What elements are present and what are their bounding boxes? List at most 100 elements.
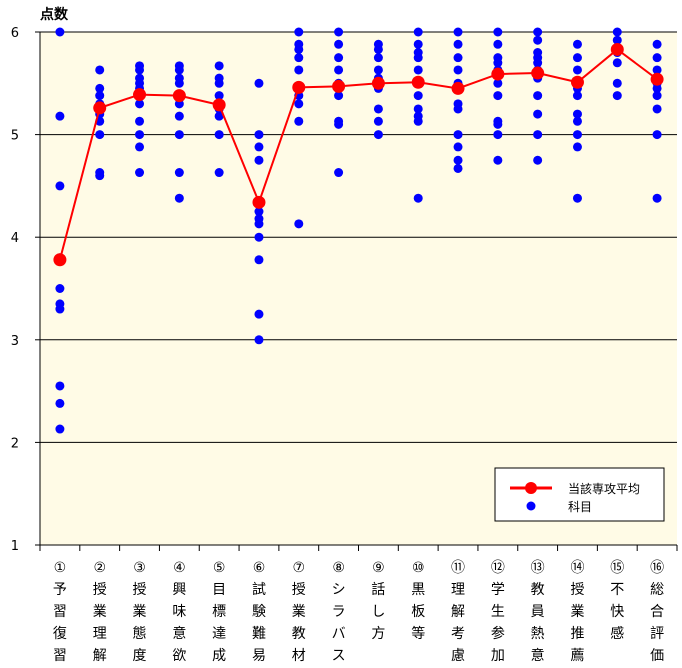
average-point — [570, 75, 584, 89]
subject-point — [453, 53, 463, 63]
average-point — [212, 98, 226, 112]
subject-point — [373, 65, 383, 75]
subject-point — [135, 142, 145, 152]
subject-point — [294, 44, 304, 54]
subject-point — [652, 91, 662, 101]
average-line — [53, 42, 664, 267]
subject-point — [214, 78, 224, 88]
subject-point — [214, 111, 224, 121]
subject-point — [652, 83, 662, 93]
subject-point — [294, 53, 304, 63]
subject-point — [373, 104, 383, 114]
subject-point — [174, 130, 184, 140]
x-tick-label: ① 予習復習 — [53, 560, 67, 664]
average-point — [491, 67, 505, 81]
subject-point — [453, 130, 463, 140]
subject-point — [95, 130, 105, 140]
subject-point — [493, 91, 503, 101]
average-point — [292, 80, 306, 94]
subject-point — [254, 130, 264, 140]
subject-point — [294, 65, 304, 75]
average-point — [610, 42, 624, 56]
subject-point — [453, 65, 463, 75]
subject-point — [493, 39, 503, 49]
y-tick-labels: 1 2 3 4 5 6 — [11, 26, 19, 554]
x-tick-label: ⑮ 不快感 — [610, 560, 624, 642]
subject-point — [254, 255, 264, 265]
subject-point — [493, 27, 503, 37]
subject-point — [493, 78, 503, 88]
subject-point — [95, 65, 105, 75]
subject-point — [254, 219, 264, 229]
subject-point — [533, 130, 543, 140]
subject-point — [135, 168, 145, 178]
subject-point — [453, 104, 463, 114]
subject-point — [612, 78, 622, 88]
average-point — [172, 89, 186, 103]
y-axis-title: 点数 — [40, 6, 69, 23]
average-point — [531, 66, 545, 80]
subject-point — [453, 163, 463, 173]
subject-point — [612, 58, 622, 68]
subject-point — [413, 193, 423, 203]
subject-point — [254, 155, 264, 165]
subject-point — [214, 91, 224, 101]
subject-point — [254, 309, 264, 319]
average-point — [650, 72, 664, 86]
subject-point — [413, 27, 423, 37]
x-tick-label: ⑭ 授業推薦 — [570, 560, 584, 664]
subject-point — [373, 53, 383, 63]
subject-point — [214, 130, 224, 140]
subject-point — [413, 104, 423, 114]
subject-point — [135, 130, 145, 140]
subject-point — [135, 116, 145, 126]
subject-point — [493, 155, 503, 165]
subject-point — [174, 78, 184, 88]
subject-point — [334, 119, 344, 129]
subject-point — [294, 99, 304, 109]
legend-label-average: 当該専攻平均 — [568, 481, 640, 496]
subject-point — [413, 65, 423, 75]
average-point — [371, 76, 385, 90]
subject-point — [135, 65, 145, 75]
x-tick-label: ⑤ 目標達成 — [212, 560, 226, 664]
subject-point — [174, 65, 184, 75]
x-tick-label: ⑦ 授業教材 — [292, 560, 306, 664]
subject-point — [334, 65, 344, 75]
subject-point — [214, 61, 224, 71]
subject-point — [493, 119, 503, 129]
subject-point — [572, 193, 582, 203]
subject-point — [652, 39, 662, 49]
subject-point — [254, 335, 264, 345]
average-point — [451, 81, 465, 95]
subject-point — [334, 168, 344, 178]
subject-point — [453, 142, 463, 152]
subject-point — [174, 168, 184, 178]
x-tick-label: ⑫ 学生参加 — [491, 560, 505, 664]
y-tick-label: 4 — [11, 231, 19, 246]
subject-point — [572, 39, 582, 49]
subject-point — [334, 39, 344, 49]
subject-point — [572, 116, 582, 126]
subject-point — [572, 91, 582, 101]
y-tick-label: 5 — [11, 129, 19, 144]
subject-point — [453, 27, 463, 37]
subject-point — [572, 130, 582, 140]
subject-point — [214, 168, 224, 178]
subject-point — [55, 181, 65, 191]
legend-label-subject: 科目 — [568, 500, 592, 514]
subject-point — [572, 142, 582, 152]
x-tick-label: ⑬ 教員熱意 — [531, 560, 545, 664]
subject-point — [95, 83, 105, 93]
x-tick-label: ⑥ 試験難易 — [252, 560, 266, 664]
subject-point — [413, 39, 423, 49]
subject-point — [533, 35, 543, 45]
subject-point — [413, 53, 423, 63]
subject-point — [533, 91, 543, 101]
subject-point — [493, 58, 503, 68]
subject-point — [55, 111, 65, 121]
plot-area — [40, 32, 677, 545]
x-tick-label: ⑧ シラバス — [332, 560, 346, 664]
average-point — [93, 101, 107, 115]
